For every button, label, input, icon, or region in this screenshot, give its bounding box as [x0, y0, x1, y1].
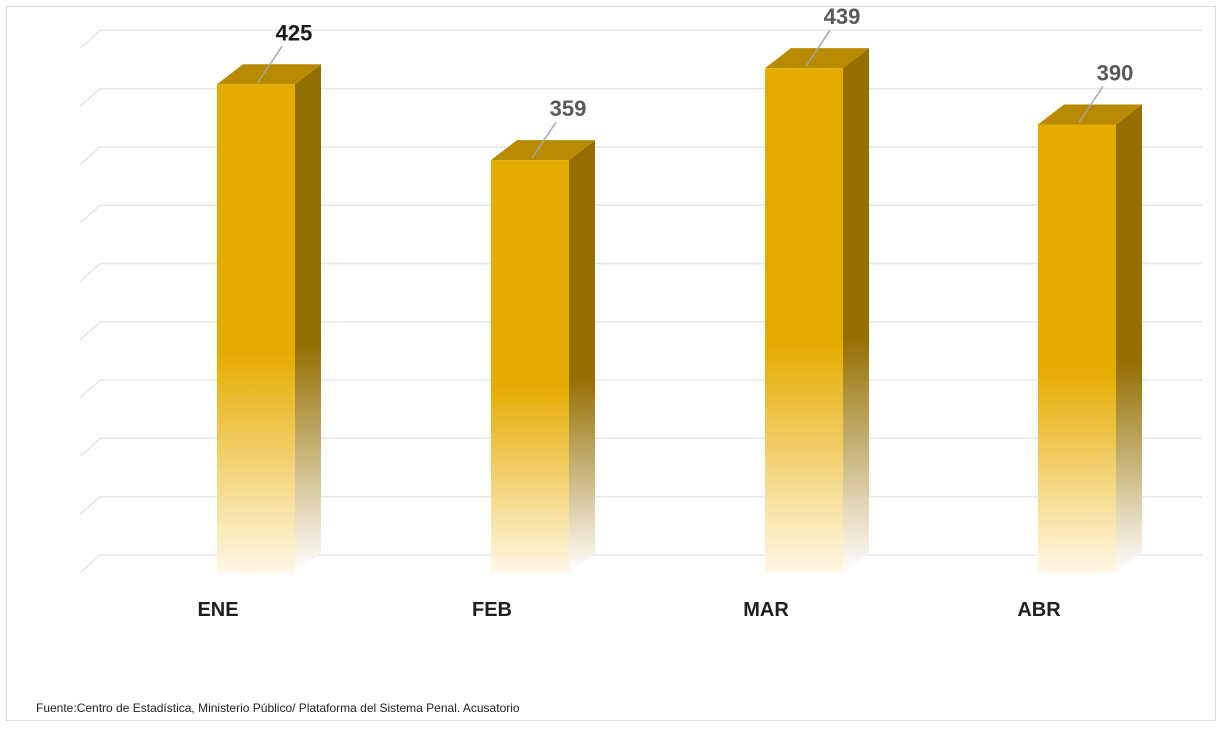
bar-feb	[491, 140, 595, 573]
leader-line	[257, 45, 283, 83]
leader-line	[531, 121, 557, 159]
gridline	[79, 29, 1202, 49]
leader-line	[1078, 86, 1104, 123]
value-label: 359	[550, 96, 587, 121]
category-label: ENE	[197, 599, 238, 621]
bars	[217, 48, 1142, 574]
value-label: 439	[824, 4, 861, 29]
bar-mar	[765, 48, 869, 574]
bar-abr	[1038, 104, 1142, 573]
labels: 425 ENE 359 FEB 439 MAR 390 ABR	[197, 4, 1133, 621]
value-label: 425	[276, 20, 313, 45]
source-note: Fuente:Centro de Estadística, Ministerio…	[36, 701, 520, 715]
category-label: FEB	[472, 599, 512, 621]
chart-frame	[6, 6, 1216, 721]
category-label: ABR	[1017, 599, 1061, 621]
bar-ene	[217, 64, 321, 573]
leader-line	[805, 29, 831, 67]
category-label: MAR	[743, 599, 789, 621]
value-label: 390	[1097, 61, 1134, 86]
